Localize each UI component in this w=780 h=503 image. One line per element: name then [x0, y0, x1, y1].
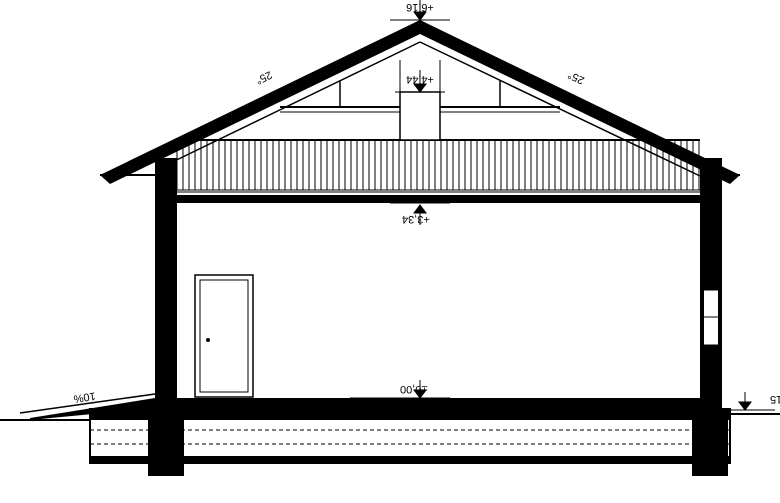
label-pitch-left: 25° [254, 68, 274, 86]
label-attic-door: +4,44 [406, 73, 434, 85]
label-pitch-right: 25° [566, 68, 586, 86]
label-exterior: -0,15 [770, 393, 780, 405]
ceiling-beam [155, 192, 722, 203]
attic-railing [177, 140, 700, 190]
ground-door [195, 275, 253, 397]
label-ridge: +6,16 [406, 1, 434, 13]
label-ground: ±0,00 [400, 383, 427, 395]
label-ramp: 10% [73, 389, 97, 404]
foundation [0, 408, 780, 476]
architectural-section-drawing: +6,16 +4,44 +3,34 ±0,00 -0,15 25° 25° 10… [0, 0, 780, 503]
label-ceiling: +3,34 [402, 213, 430, 225]
